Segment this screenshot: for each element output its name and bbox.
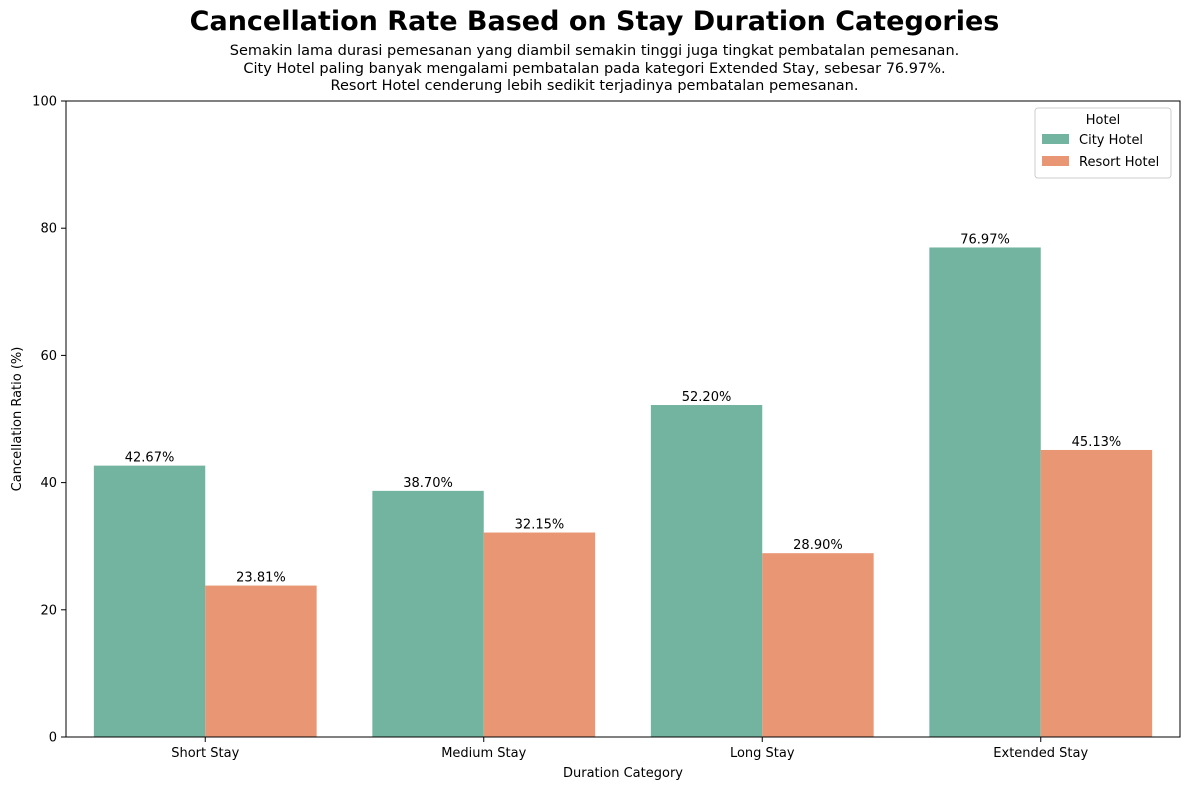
y-tick-label: 0 <box>49 731 57 746</box>
y-axis-label: Cancellation Ratio (%) <box>10 347 25 492</box>
subtitle-line-2: City Hotel paling banyak mengalami pemba… <box>243 60 946 77</box>
y-tick-label: 80 <box>40 222 57 237</box>
legend-swatch-city-hotel <box>1042 134 1069 144</box>
legend-swatch-resort-hotel <box>1042 156 1069 166</box>
x-axis-label: Duration Category <box>563 766 683 781</box>
subtitle-line-3: Resort Hotel cenderung lebih sedikit ter… <box>330 78 859 94</box>
y-tick-label: 60 <box>40 349 57 364</box>
bars-layer <box>93 247 1153 737</box>
y-tick-label: 20 <box>40 603 57 618</box>
chart-title: Cancellation Rate Based on Stay Duration… <box>189 6 1000 37</box>
y-tick-label: 100 <box>32 95 57 110</box>
bar-resort-hotel-long-stay <box>762 553 874 737</box>
bar-label-resort-hotel-short-stay: 23.81% <box>236 571 286 586</box>
legend: Hotel City Hotel Resort Hotel <box>1034 107 1172 179</box>
bar-label-resort-hotel-long-stay: 28.90% <box>793 538 843 553</box>
subtitle-line-1: Semakin lama durasi pemesanan yang diamb… <box>229 43 960 59</box>
bar-label-city-hotel-medium-stay: 38.70% <box>403 476 453 491</box>
bar-resort-hotel-medium-stay <box>483 532 596 737</box>
x-tick-label: Short Stay <box>171 746 239 761</box>
axes-layer: 0 20 40 60 80 100 Short Stay Medium Stay Long St… <box>10 95 1181 781</box>
bar-resort-hotel-extended-stay <box>1040 449 1153 737</box>
x-tick-label: Medium Stay <box>441 746 526 761</box>
bar-label-resort-hotel-extended-stay: 45.13% <box>1072 435 1122 450</box>
bar-resort-hotel-short-stay <box>205 585 317 737</box>
x-tick-label: Long Stay <box>730 746 795 761</box>
plot-frame <box>65 100 1181 738</box>
bar-label-city-hotel-short-stay: 42.67% <box>125 451 175 466</box>
legend-title: Hotel <box>1086 113 1120 128</box>
chart-subtitle: Semakin lama durasi pemesanan yang diamb… <box>0 43 1189 96</box>
bar-label-city-hotel-long-stay: 52.20% <box>682 390 732 405</box>
bar-city-hotel-extended-stay <box>929 247 1041 737</box>
bar-value-labels: 42.67% 38.70% 52.20% 76.97% 23.81% 32.15% 28.9… <box>125 232 1121 585</box>
bar-label-city-hotel-extended-stay: 76.97% <box>960 232 1010 247</box>
legend-label-resort-hotel: Resort Hotel <box>1079 155 1159 170</box>
y-tick-label: 40 <box>40 476 57 491</box>
bar-city-hotel-medium-stay <box>372 490 484 737</box>
legend-label-city-hotel: City Hotel <box>1079 133 1143 148</box>
bar-city-hotel-long-stay <box>650 405 763 737</box>
x-tick-label: Extended Stay <box>993 746 1088 761</box>
bar-city-hotel-short-stay <box>93 465 206 737</box>
bar-label-resort-hotel-medium-stay: 32.15% <box>515 518 565 533</box>
